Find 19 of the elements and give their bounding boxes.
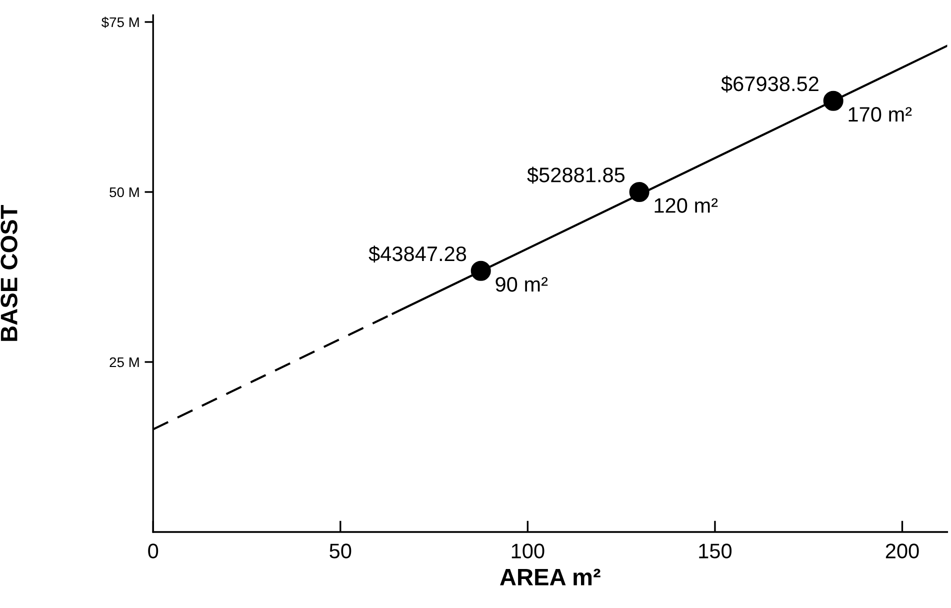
annotation: $67938.52 xyxy=(721,76,818,92)
point xyxy=(823,90,844,111)
point xyxy=(629,182,650,202)
x-tick-label: 0 xyxy=(148,544,158,558)
annotation: $52881.85 xyxy=(527,166,625,184)
x-axis-title: AREA m² xyxy=(500,568,600,586)
y-axis-title: BASE COST xyxy=(0,204,18,341)
annotation: 120 m² xyxy=(654,198,718,213)
x-tick-label: 200 xyxy=(886,544,919,558)
y-tick-label: 25 M xyxy=(110,357,139,368)
y-tick-label: 50 M xyxy=(110,187,139,198)
x-tick-label: 100 xyxy=(512,544,544,558)
x-tick-label: 150 xyxy=(699,544,732,558)
annotation: 90 m² xyxy=(496,276,548,292)
x-tick-label: 50 xyxy=(330,544,352,558)
annotation: $43847.28 xyxy=(368,246,466,262)
point xyxy=(470,260,491,281)
y-tick-label: $75 M xyxy=(101,16,139,28)
annotation: 170 m² xyxy=(848,106,912,122)
